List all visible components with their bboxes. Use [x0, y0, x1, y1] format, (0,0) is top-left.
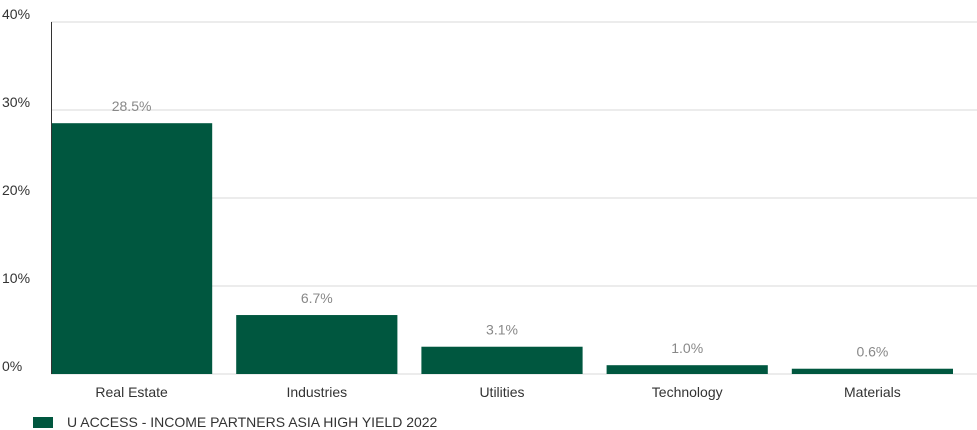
bar [236, 315, 398, 374]
data-labels: 28.5% 6.7% 3.1% 1.0% 0.6% [112, 98, 889, 360]
x-category-label: Technology [652, 384, 723, 400]
x-axis-categories: Real Estate Industries Utilities Technology… [95, 384, 900, 400]
legend-label: U ACCESS - INCOME PARTNERS ASIA HIGH YIE… [67, 414, 438, 430]
bar [791, 368, 953, 374]
bar-value-label: 0.6% [856, 344, 888, 360]
y-tick-label: 0% [2, 358, 22, 374]
y-tick-label: 30% [2, 94, 30, 110]
x-category-label: Industries [286, 384, 347, 400]
legend: U ACCESS - INCOME PARTNERS ASIA HIGH YIE… [33, 414, 437, 430]
bar [606, 365, 768, 374]
x-category-label: Real Estate [95, 384, 168, 400]
bar [421, 346, 583, 374]
x-category-label: Materials [844, 384, 901, 400]
bar [51, 123, 213, 374]
bar-value-label: 1.0% [671, 340, 703, 356]
bar-value-label: 3.1% [486, 322, 518, 338]
x-category-label: Utilities [479, 384, 524, 400]
y-axis-ticks: 0% 10% 20% 30% 40% [2, 6, 30, 374]
bar-value-label: 28.5% [112, 98, 152, 114]
bar-value-label: 6.7% [301, 290, 333, 306]
y-tick-label: 40% [2, 6, 30, 22]
legend-swatch [33, 416, 53, 428]
y-tick-label: 10% [2, 270, 30, 286]
y-tick-label: 20% [2, 182, 30, 198]
bars [51, 123, 953, 374]
